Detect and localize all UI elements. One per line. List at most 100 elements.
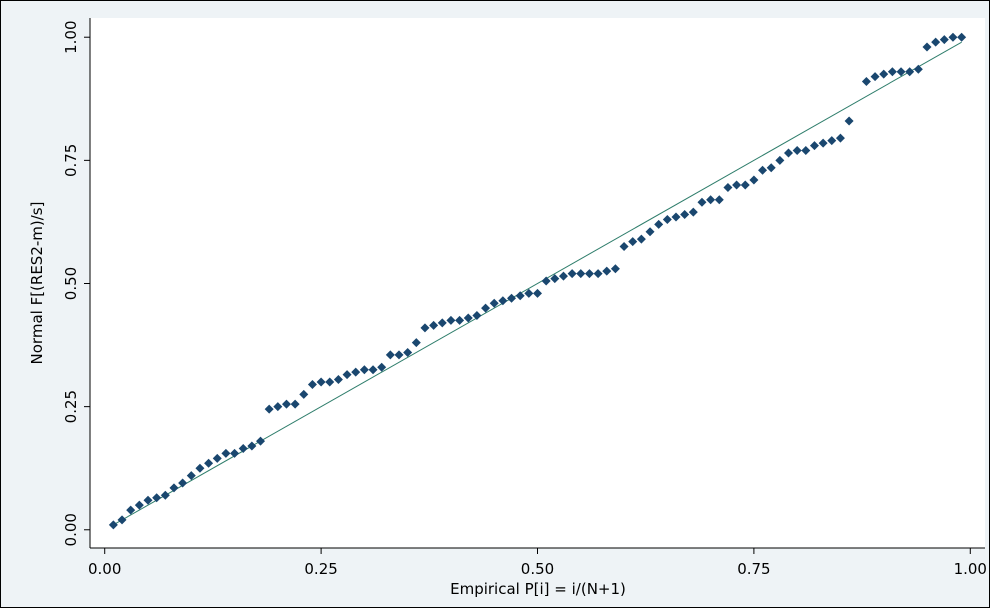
point	[550, 274, 560, 284]
point	[576, 269, 586, 279]
point	[108, 520, 118, 530]
point	[905, 67, 915, 77]
point	[498, 296, 508, 306]
point	[818, 138, 828, 148]
point	[212, 453, 222, 463]
point	[801, 146, 811, 155]
point	[333, 375, 343, 385]
y-axis-label: Normal F[(RES2-m)/s]	[28, 202, 46, 365]
point	[887, 67, 897, 77]
point	[160, 490, 170, 500]
point	[957, 32, 967, 42]
point	[455, 315, 465, 325]
point	[481, 303, 491, 313]
point	[342, 370, 352, 380]
point	[809, 141, 819, 151]
point	[584, 269, 594, 279]
x-tick-label: 0.75	[737, 560, 770, 578]
point	[359, 365, 369, 375]
point	[636, 234, 646, 244]
point	[143, 495, 153, 505]
point	[472, 311, 482, 321]
point	[948, 32, 958, 42]
x-tick-label: 0.50	[521, 560, 554, 578]
x-tick-label: 1.00	[954, 560, 987, 578]
point	[507, 293, 517, 303]
y-tick-label: 0.00	[62, 513, 80, 546]
point	[827, 136, 837, 146]
point	[533, 288, 542, 298]
point	[740, 180, 750, 190]
point	[186, 471, 196, 481]
point	[307, 379, 317, 389]
point	[403, 347, 413, 357]
point	[861, 77, 871, 87]
point	[567, 269, 577, 279]
point	[463, 313, 473, 323]
reference-line	[113, 41, 962, 526]
point	[939, 35, 949, 45]
point	[602, 266, 612, 276]
point	[879, 69, 889, 79]
point	[195, 463, 205, 473]
point	[766, 163, 776, 173]
point	[299, 389, 309, 399]
point	[204, 458, 214, 468]
point	[230, 448, 240, 458]
point	[749, 175, 759, 185]
point	[247, 441, 257, 451]
point	[420, 323, 430, 333]
point	[524, 288, 534, 298]
point	[758, 165, 768, 175]
point	[178, 478, 188, 488]
point	[723, 182, 733, 192]
point	[844, 116, 854, 126]
point	[732, 180, 742, 190]
point	[152, 493, 162, 503]
point	[784, 148, 794, 158]
point	[351, 367, 361, 377]
point	[931, 37, 941, 47]
point	[913, 64, 923, 74]
point	[256, 436, 266, 446]
point	[377, 362, 387, 372]
point	[775, 155, 785, 165]
point	[835, 133, 845, 143]
point	[558, 271, 568, 281]
point	[662, 214, 672, 224]
point	[281, 399, 291, 409]
y-tick-label: 0.25	[62, 390, 80, 423]
point	[697, 197, 707, 207]
point	[680, 210, 690, 220]
x-tick-label: 0.25	[304, 560, 337, 578]
point	[541, 276, 551, 286]
x-tick-label: 0.00	[88, 560, 121, 578]
point	[645, 227, 655, 237]
point	[792, 146, 802, 155]
point	[290, 399, 300, 409]
point	[706, 195, 716, 205]
point	[221, 448, 231, 458]
point	[385, 350, 395, 360]
point	[593, 269, 603, 279]
point	[714, 195, 724, 205]
point	[117, 515, 127, 525]
point	[610, 264, 620, 274]
point	[446, 315, 456, 325]
point	[316, 377, 326, 387]
point	[619, 242, 629, 252]
point	[688, 207, 698, 217]
point	[896, 67, 906, 77]
point	[411, 338, 421, 348]
x-axis-label: Empirical P[i] = i/(N+1)	[450, 580, 626, 598]
y-tick-label: 0.50	[62, 267, 80, 300]
point	[429, 320, 439, 330]
point	[437, 318, 447, 328]
y-tick-label: 1.00	[62, 21, 80, 54]
point	[126, 505, 136, 515]
point	[273, 402, 283, 412]
point	[922, 42, 932, 52]
point	[489, 298, 499, 308]
point	[515, 291, 525, 301]
